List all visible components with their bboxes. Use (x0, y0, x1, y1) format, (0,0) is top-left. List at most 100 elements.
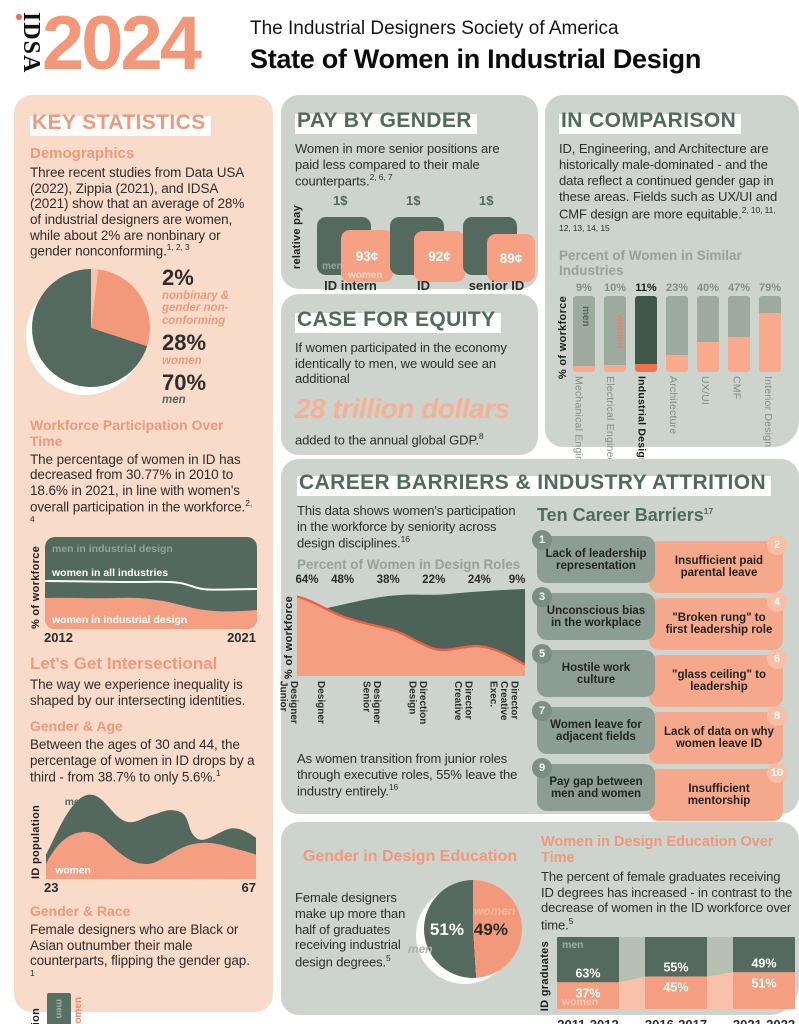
comparison-chart-title: Percent of Women in Similar Industries (559, 248, 742, 279)
men-label: men (162, 394, 186, 407)
race-group: 11%asian (166, 991, 217, 1024)
education-time-chart: ID graduates 63% 37% 55% 45% 49% 51% men women … (539, 936, 795, 1024)
year-label: 2024 (42, 1, 202, 86)
roles-values: 64% 48% 38% 22% 24% 9% (295, 574, 525, 589)
comparison-bars: men women (573, 294, 785, 373)
barrier-number: 1 (532, 530, 552, 550)
ribbon-men (707, 936, 733, 977)
career-body: This data shows women's participation in… (297, 503, 516, 551)
men-value: 1$ (333, 193, 348, 209)
roles-chart-title: Percent of Women in Design Roles (297, 557, 521, 573)
edu-women-bar (733, 971, 795, 1009)
women-square: 89¢ (487, 234, 535, 283)
barrier-number: 3 (532, 587, 552, 607)
industry-bar (666, 296, 688, 373)
comparison-men-label: men (580, 306, 591, 327)
demographics-refs: 1, 2, 3 (166, 242, 190, 253)
industry-label: Electrical Engineering (604, 376, 617, 483)
workforce-title: Workforce Participation Over Time (30, 416, 224, 449)
edu-men-pct: 63% (575, 966, 600, 980)
education-right: Women in Design Education Over Time The … (539, 830, 795, 1024)
edu-category: 2011-2012 (557, 1017, 618, 1024)
edu-men-bar (733, 936, 795, 972)
x-start: 2012 (44, 630, 73, 646)
edu-men-label: men (562, 939, 584, 951)
women-pct: 28% (162, 330, 207, 356)
women-in-id-label: women in industrial design (51, 614, 187, 626)
edu-men-pct: 55% (663, 960, 688, 974)
key-statistics-card: KEY STATISTICS Demographics Three recent… (14, 95, 273, 1024)
ribbon-women (619, 976, 645, 1009)
role-label: Designer (315, 681, 327, 724)
men-bar: 72%men (46, 992, 71, 1024)
industry-bar (759, 296, 781, 373)
education-ylabel: ID graduates (539, 940, 551, 1011)
logo-text: IDSA (18, 12, 44, 74)
comparison-values: 9% 10% 11% 23% 40% 47% 79% (573, 282, 785, 294)
industry-value: 9% (576, 282, 592, 295)
barrier-text: Hostile work culture (561, 661, 631, 686)
workforce-ylabel: % of workforce (30, 546, 42, 630)
women-square: 93¢ (341, 230, 393, 283)
comparison-women-label: women (614, 314, 625, 349)
industry-value: 79% (759, 282, 782, 295)
barrier-text: "glass ceiling" to leadership (672, 669, 766, 693)
role-value: 24% (467, 574, 491, 587)
age-body: Between the ages of 30 and 44, the perce… (30, 737, 255, 785)
barrier-row: "Broken rung" to first leadership role 4 U… (532, 587, 787, 650)
intersectional-title: Let's Get Intersectional (30, 654, 218, 674)
race-men-label: men (53, 998, 65, 1019)
roles-ylabel: % of workforce (283, 596, 295, 680)
women-all-industries-line (45, 580, 257, 591)
men-segment (635, 296, 657, 365)
demographics-title: Demographics (30, 145, 135, 162)
race-body: Female designers who are Black or Asian … (30, 921, 250, 978)
edu-men-pct: 49% (751, 956, 776, 970)
industry-label: Architecture (667, 376, 680, 435)
pie-graphic (32, 269, 150, 388)
barriers-list: Insufficient paid parental leave 2 Lack of… (532, 530, 787, 821)
barrier-item: "glass ceiling" to leadership 6 (649, 649, 787, 707)
education-card: Gender in Design Education Female design… (281, 822, 799, 1024)
barrier-number: 7 (532, 701, 552, 721)
men-segment (697, 296, 719, 343)
equity-body: If women participated in the economy ide… (295, 340, 507, 387)
women-segment (573, 365, 595, 373)
women-segment (635, 364, 657, 373)
workforce-area-chart: men in industrial design women in all in… (45, 537, 257, 630)
pay-women-label: women (348, 270, 383, 282)
pay-chart: relative pay 1$ 93¢ men women ID intern 1$ 92¢… (291, 193, 535, 293)
education-pie-chart: 51% 49% women men (408, 880, 525, 984)
edu-women-pct: 45% (663, 980, 688, 994)
demographics-pie (26, 267, 152, 396)
career-barriers-card: CAREER BARRIERS & INDUSTRY ATTRITION Thi… (278, 459, 799, 821)
barrier-text: Unconscious bias in the workplace (546, 604, 646, 629)
roles-women-line (296, 595, 526, 666)
roles-women-area (297, 596, 525, 677)
women-in-id-area (45, 597, 257, 630)
education-time-plot: 63% 37% 55% 45% 49% 51% men women (557, 936, 795, 1009)
workforce-chart: % of workforce men in industrial design … (30, 537, 257, 630)
barrier-text: Lack of leadership representation (545, 547, 647, 572)
workforce-xaxis: 2012 2021 (44, 630, 256, 645)
role-value: 48% (331, 574, 355, 587)
women-all-industries-label: women in all industries (51, 567, 168, 579)
barrier-text: Insufficient mentorship (687, 783, 751, 807)
age-chart: ID population men women (30, 789, 257, 879)
edu-category: 2016-2017 (645, 1017, 707, 1024)
pay-body: Women in more senior positions are paid … (295, 141, 500, 189)
comparison-ylabel: % of workforce (557, 296, 569, 380)
equity-tail: added to the annual global GDP.8 (295, 430, 484, 448)
barrier-item: Hostile work culture 5 (532, 644, 655, 697)
education-women-pct: 49% (473, 920, 508, 939)
barrier-row: Insufficient mentorship 10 Pay gap between… (532, 758, 787, 821)
key-statistics-title: KEY STATISTICS (30, 111, 257, 136)
industry-bar (573, 296, 595, 373)
roles-chart: % of workforce 64% 48% 38% 22% 24% 9% Junior … (278, 574, 526, 747)
x-end: 2021 (227, 630, 256, 646)
education-right-body: The percent of female graduates receivin… (541, 869, 793, 933)
age-title: Gender & Age (30, 718, 123, 735)
edu-women-label: women (561, 996, 598, 1008)
intersectional-body: The way we experience inequality is shap… (30, 677, 246, 708)
